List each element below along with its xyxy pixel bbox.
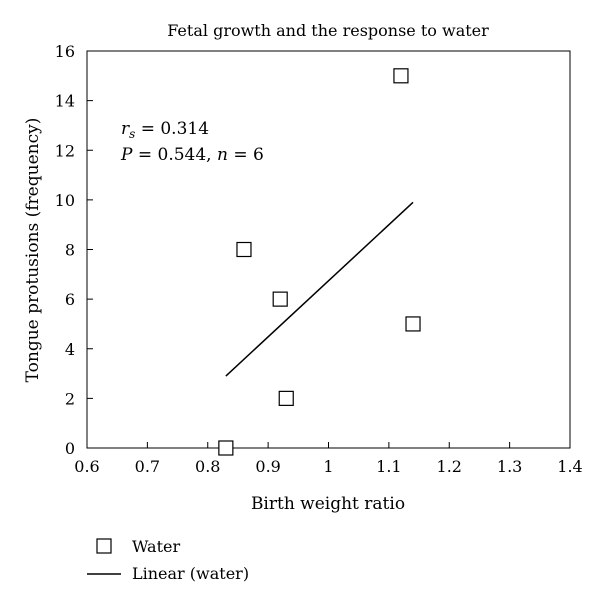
x-tick-label: 1.1 — [376, 457, 401, 476]
legend-label-water: Water — [132, 537, 180, 556]
data-point — [405, 316, 421, 332]
y-tick-label: 4 — [65, 340, 75, 359]
legend-item-linear: Linear (water) — [87, 564, 249, 583]
plot-border — [86, 50, 571, 449]
x-tick-label: 0.7 — [135, 457, 160, 476]
x-tick-label: 0.9 — [255, 457, 280, 476]
annotation-p-n: P = 0.544, n = 6 — [120, 145, 264, 165]
x-tick-label: 1.2 — [437, 457, 462, 476]
x-axis: 0.6 0.7 0.8 0.9 1 1.1 1.2 1.3 1.4 — [74, 442, 583, 476]
points-layer — [218, 68, 421, 456]
y-axis-label: Tongue protusions (frequency) — [23, 118, 43, 383]
plot-area — [86, 50, 571, 449]
x-tick-label: 1 — [323, 457, 333, 476]
stats-annotation: rs = 0.314 P = 0.544, n = 6 — [120, 119, 264, 165]
legend: Water Linear (water) — [87, 537, 249, 583]
y-tick-label: 8 — [65, 241, 75, 260]
x-tick-label: 0.8 — [195, 457, 220, 476]
x-tick-label: 1.3 — [497, 457, 522, 476]
data-point — [278, 390, 294, 406]
y-axis: 0 2 4 6 8 10 12 14 16 — [55, 42, 93, 458]
legend-square-marker — [96, 538, 112, 554]
annotation-rs: rs = 0.314 — [121, 119, 209, 141]
y-tick-label: 0 — [65, 439, 75, 458]
y-tick-label: 16 — [55, 42, 75, 61]
y-tick-label: 2 — [65, 389, 75, 408]
data-point — [236, 241, 252, 258]
data-point — [393, 68, 409, 84]
y-tick-label: 12 — [55, 141, 75, 160]
x-axis-label: Birth weight ratio — [251, 494, 405, 514]
trendline — [225, 201, 414, 377]
y-tick-label: 14 — [55, 92, 75, 111]
data-point — [218, 440, 234, 456]
chart-title: Fetal growth and the response to water — [167, 21, 489, 40]
x-tick-label: 0.6 — [74, 457, 99, 476]
x-tick-label: 1.4 — [557, 457, 582, 476]
y-tick-label: 6 — [65, 290, 75, 309]
legend-label-linear: Linear (water) — [132, 564, 249, 583]
trendline-layer — [225, 201, 414, 377]
y-tick-label: 10 — [55, 191, 75, 210]
legend-item-water: Water — [96, 537, 180, 556]
data-point — [272, 291, 288, 307]
